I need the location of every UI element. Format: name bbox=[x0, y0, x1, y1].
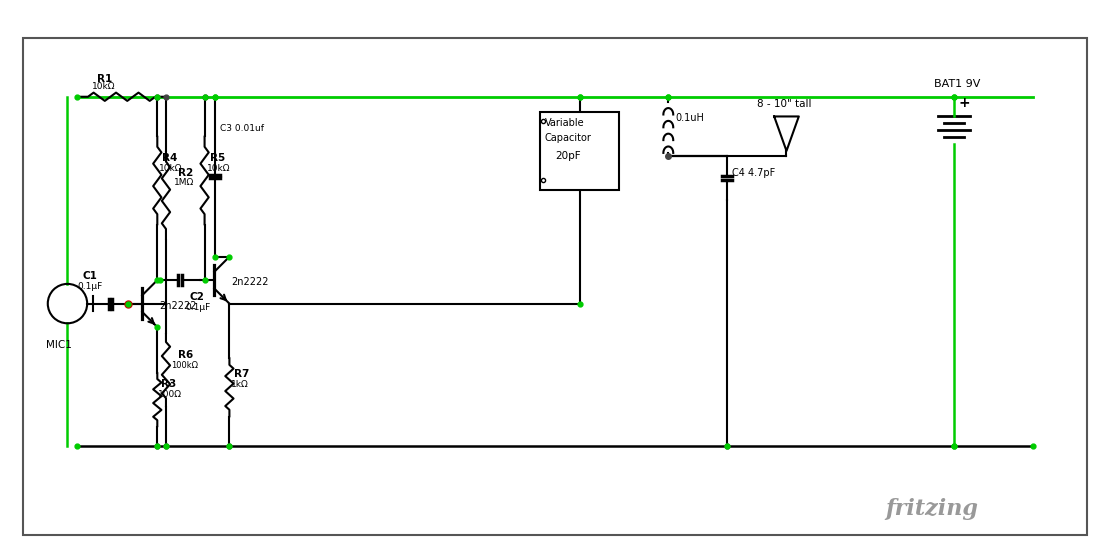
Text: MIC1: MIC1 bbox=[46, 340, 71, 350]
Text: +: + bbox=[959, 96, 970, 110]
Text: C3 0.01uf: C3 0.01uf bbox=[219, 124, 264, 133]
Text: Variable: Variable bbox=[545, 119, 585, 129]
Text: 1kΩ: 1kΩ bbox=[232, 380, 250, 389]
Text: C1: C1 bbox=[82, 271, 97, 281]
Text: BAT1 9V: BAT1 9V bbox=[935, 79, 980, 89]
Text: 0.1μF: 0.1μF bbox=[77, 282, 102, 291]
FancyBboxPatch shape bbox=[23, 38, 1087, 535]
Text: 0.1uH: 0.1uH bbox=[675, 114, 704, 124]
Text: R1: R1 bbox=[97, 74, 113, 84]
FancyBboxPatch shape bbox=[540, 111, 619, 191]
Text: 8 - 10" tall: 8 - 10" tall bbox=[756, 99, 811, 109]
Text: Capacitor: Capacitor bbox=[545, 133, 592, 143]
Text: 0.1μF: 0.1μF bbox=[185, 302, 211, 312]
Text: fritzing: fritzing bbox=[885, 499, 978, 520]
Text: 10kΩ: 10kΩ bbox=[92, 82, 116, 91]
Text: R4: R4 bbox=[163, 153, 177, 163]
Text: R7: R7 bbox=[234, 370, 250, 379]
Text: R2: R2 bbox=[178, 167, 193, 177]
Text: 10kΩ: 10kΩ bbox=[206, 163, 231, 173]
Text: 1MΩ: 1MΩ bbox=[174, 178, 194, 187]
Text: 2n2222: 2n2222 bbox=[159, 300, 197, 311]
Text: C2: C2 bbox=[189, 292, 205, 302]
Text: R5: R5 bbox=[209, 153, 225, 163]
Text: C4 4.7pF: C4 4.7pF bbox=[732, 167, 775, 177]
Text: 100Ω: 100Ω bbox=[158, 390, 183, 399]
Text: 10kΩ: 10kΩ bbox=[159, 163, 183, 173]
Text: 100kΩ: 100kΩ bbox=[170, 361, 198, 370]
Text: R3: R3 bbox=[162, 379, 176, 389]
Text: 2n2222: 2n2222 bbox=[232, 277, 268, 287]
Text: R6: R6 bbox=[178, 350, 193, 360]
Text: 20pF: 20pF bbox=[555, 151, 580, 161]
